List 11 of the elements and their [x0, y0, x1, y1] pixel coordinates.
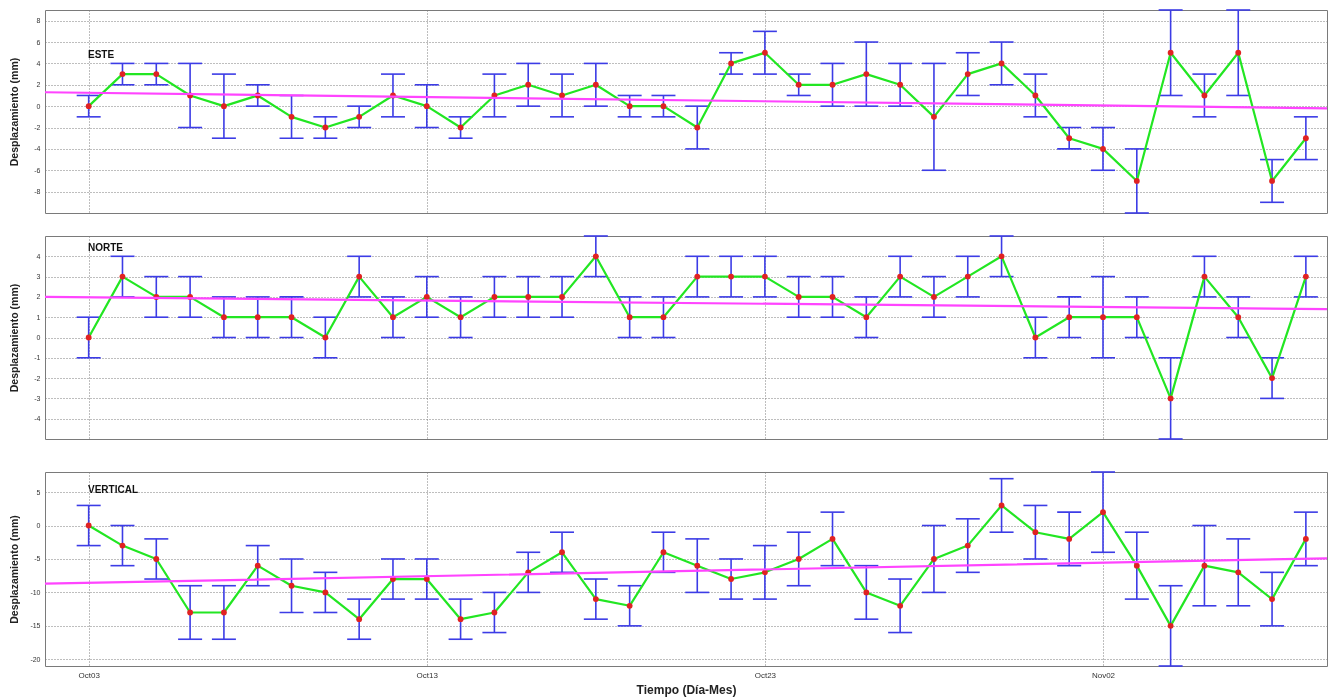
y-axis-title: Desplazamiento (mm): [7, 515, 20, 624]
y-axis-title: Desplazamiento (mm): [7, 57, 20, 167]
annotation: VERTICAL: [88, 484, 138, 495]
x-tick-label: Oct13: [416, 670, 439, 680]
y-axis-title: Desplazamiento (mm): [7, 283, 20, 393]
x-tick-label: Oct23: [754, 670, 777, 680]
x-tick-label: Oct03: [78, 670, 101, 680]
x-tick-label: Nov02: [1091, 670, 1116, 680]
x-axis-title: Tiempo (Día-Mes): [636, 682, 737, 697]
annotation: NORTE: [88, 242, 124, 253]
annotation: ESTE: [88, 49, 115, 60]
